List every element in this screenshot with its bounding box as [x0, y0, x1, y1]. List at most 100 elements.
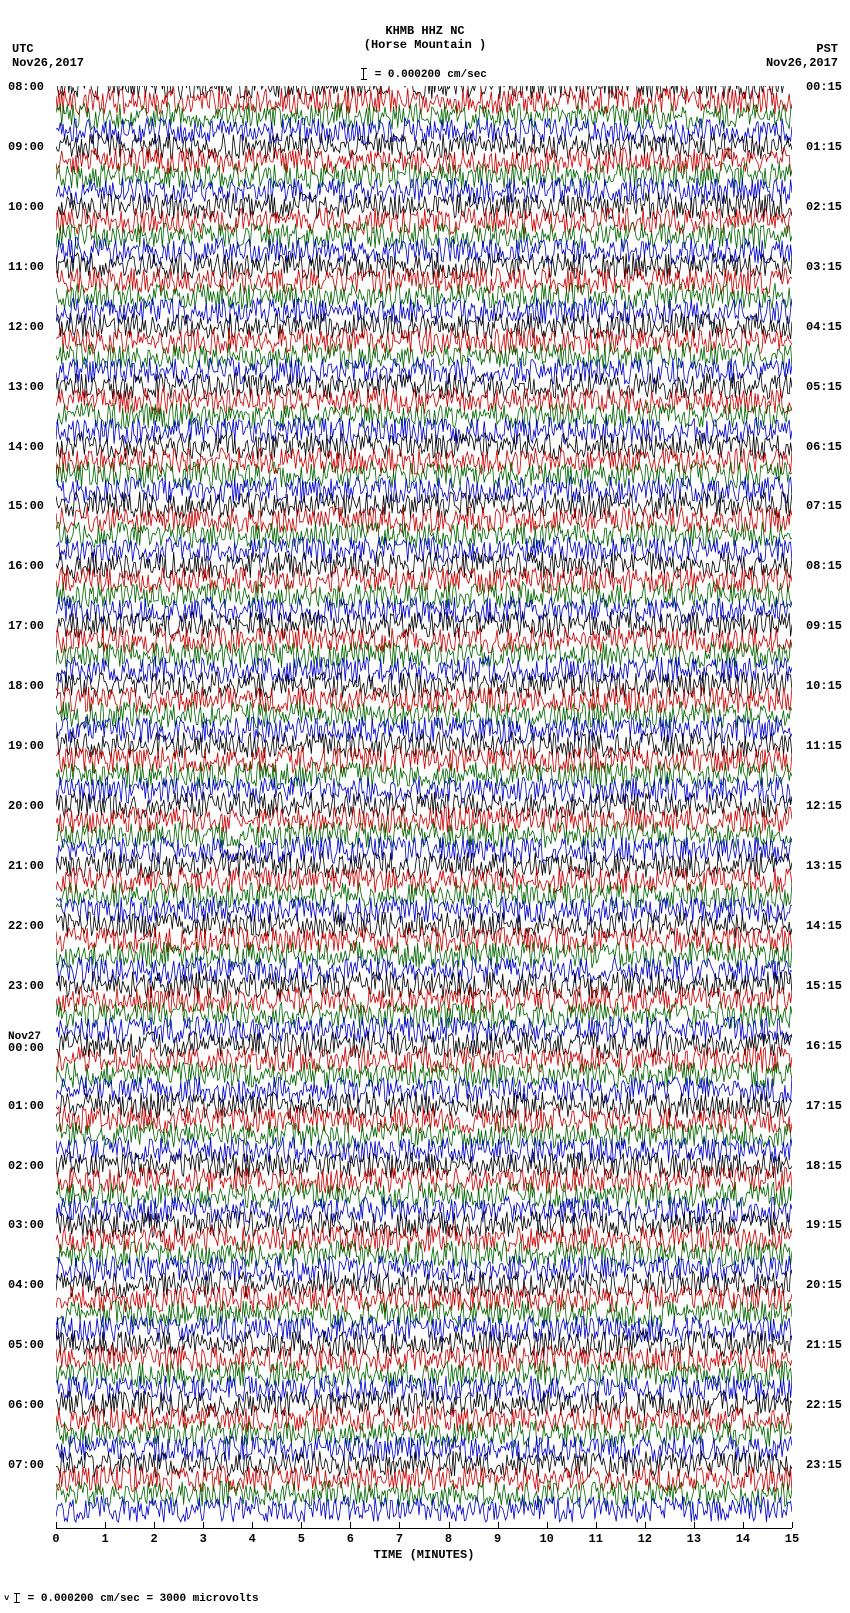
x-tick — [301, 1522, 302, 1528]
x-tick-label: 10 — [539, 1532, 553, 1546]
x-tick-label: 14 — [736, 1532, 750, 1546]
x-tick — [743, 1522, 744, 1528]
x-tick-label: 1 — [101, 1532, 108, 1546]
x-tick — [498, 1522, 499, 1528]
x-tick-label: 0 — [52, 1532, 59, 1546]
utc-hour-label: 13:00 — [8, 380, 44, 394]
scale-bar-icon — [363, 68, 364, 80]
utc-header: UTC Nov26,2017 — [12, 42, 84, 70]
x-tick — [547, 1522, 548, 1528]
station-name: (Horse Mountain ) — [0, 38, 850, 52]
footer-text: = 0.000200 cm/sec = 3000 microvolts — [28, 1593, 259, 1605]
utc-hour-label: 01:00 — [8, 1099, 44, 1113]
utc-hour-label: 11:00 — [8, 260, 44, 274]
utc-hour-label: 00:00 — [8, 1041, 44, 1055]
utc-hour-label: 22:00 — [8, 919, 44, 933]
pst-hour-label: 10:15 — [806, 679, 842, 693]
pst-hour-label: 00:15 — [806, 80, 842, 94]
utc-hour-label: 10:00 — [8, 200, 44, 214]
scale-text: = 0.000200 cm/sec — [375, 69, 487, 81]
x-tick-label: 15 — [785, 1532, 799, 1546]
footer-tick-icon: ˅ — [4, 1594, 9, 1604]
x-tick-label: 13 — [687, 1532, 701, 1546]
utc-hour-label: 08:00 — [8, 80, 44, 94]
pst-hour-label: 07:15 — [806, 499, 842, 513]
utc-hour-label: 16:00 — [8, 559, 44, 573]
utc-hour-label: 17:00 — [8, 619, 44, 633]
pst-hour-label: 14:15 — [806, 919, 842, 933]
x-tick — [645, 1522, 646, 1528]
utc-hour-label: 06:00 — [8, 1398, 44, 1412]
station-code: KHMB HHZ NC — [0, 24, 850, 38]
x-tick — [203, 1522, 204, 1528]
x-tick — [154, 1522, 155, 1528]
pst-hour-label: 02:15 — [806, 200, 842, 214]
pst-hour-label: 15:15 — [806, 979, 842, 993]
pst-hour-label: 08:15 — [806, 559, 842, 573]
x-axis-line — [56, 1528, 792, 1529]
x-tick — [792, 1522, 793, 1528]
x-tick-label: 5 — [298, 1532, 305, 1546]
pst-hour-label: 13:15 — [806, 859, 842, 873]
x-tick — [399, 1522, 400, 1528]
helicorder-container: KHMB HHZ NC (Horse Mountain ) UTC Nov26,… — [0, 0, 850, 1613]
x-tick-label: 11 — [589, 1532, 603, 1546]
scale-note: = 0.000200 cm/sec — [0, 68, 850, 81]
utc-hour-label: 12:00 — [8, 320, 44, 334]
utc-hour-label: 23:00 — [8, 979, 44, 993]
x-tick-label: 2 — [151, 1532, 158, 1546]
pst-hour-label: 16:15 — [806, 1039, 842, 1053]
pst-hour-label: 04:15 — [806, 320, 842, 334]
utc-hour-label: 15:00 — [8, 499, 44, 513]
x-tick-label: 7 — [396, 1532, 403, 1546]
x-tick — [596, 1522, 597, 1528]
utc-hour-label: 19:00 — [8, 739, 44, 753]
utc-hour-label: 05:00 — [8, 1338, 44, 1352]
plot-area — [56, 86, 792, 1524]
utc-hour-label: 09:00 — [8, 140, 44, 154]
x-tick — [449, 1522, 450, 1528]
pst-hour-label: 21:15 — [806, 1338, 842, 1352]
pst-hour-label: 11:15 — [806, 739, 842, 753]
header: KHMB HHZ NC (Horse Mountain ) — [0, 24, 850, 52]
x-axis: TIME (MINUTES) 0123456789101112131415 — [56, 1528, 792, 1568]
pst-label: PST — [766, 42, 838, 56]
pst-hour-label: 09:15 — [806, 619, 842, 633]
pst-hour-label: 01:15 — [806, 140, 842, 154]
pst-hour-label: 23:15 — [806, 1458, 842, 1472]
pst-hour-label: 03:15 — [806, 260, 842, 274]
pst-hour-label: 22:15 — [806, 1398, 842, 1412]
footer-note: ˅ = 0.000200 cm/sec = 3000 microvolts — [4, 1593, 259, 1605]
x-tick — [350, 1522, 351, 1528]
x-tick-label: 12 — [638, 1532, 652, 1546]
x-tick-label: 4 — [249, 1532, 256, 1546]
x-tick — [252, 1522, 253, 1528]
utc-hour-label: 02:00 — [8, 1159, 44, 1173]
utc-hour-label: 18:00 — [8, 679, 44, 693]
x-tick-label: 8 — [445, 1532, 452, 1546]
utc-hour-label: 21:00 — [8, 859, 44, 873]
x-axis-title: TIME (MINUTES) — [56, 1548, 792, 1562]
pst-header: PST Nov26,2017 — [766, 42, 838, 70]
utc-label: UTC — [12, 42, 84, 56]
utc-hour-label: 20:00 — [8, 799, 44, 813]
pst-hour-label: 12:15 — [806, 799, 842, 813]
x-tick-label: 3 — [200, 1532, 207, 1546]
pst-hour-label: 20:15 — [806, 1278, 842, 1292]
pst-hour-label: 18:15 — [806, 1159, 842, 1173]
utc-hour-label: 07:00 — [8, 1458, 44, 1472]
x-tick-label: 9 — [494, 1532, 501, 1546]
x-tick — [105, 1522, 106, 1528]
x-tick-label: 6 — [347, 1532, 354, 1546]
utc-hour-label: 03:00 — [8, 1218, 44, 1232]
pst-hour-label: 17:15 — [806, 1099, 842, 1113]
pst-hour-label: 05:15 — [806, 380, 842, 394]
x-tick — [56, 1522, 57, 1528]
seismic-trace — [56, 1495, 792, 1523]
x-tick — [694, 1522, 695, 1528]
pst-hour-label: 06:15 — [806, 440, 842, 454]
pst-hour-label: 19:15 — [806, 1218, 842, 1232]
scale-bar-icon — [16, 1593, 17, 1603]
utc-hour-label: 04:00 — [8, 1278, 44, 1292]
utc-hour-label: 14:00 — [8, 440, 44, 454]
